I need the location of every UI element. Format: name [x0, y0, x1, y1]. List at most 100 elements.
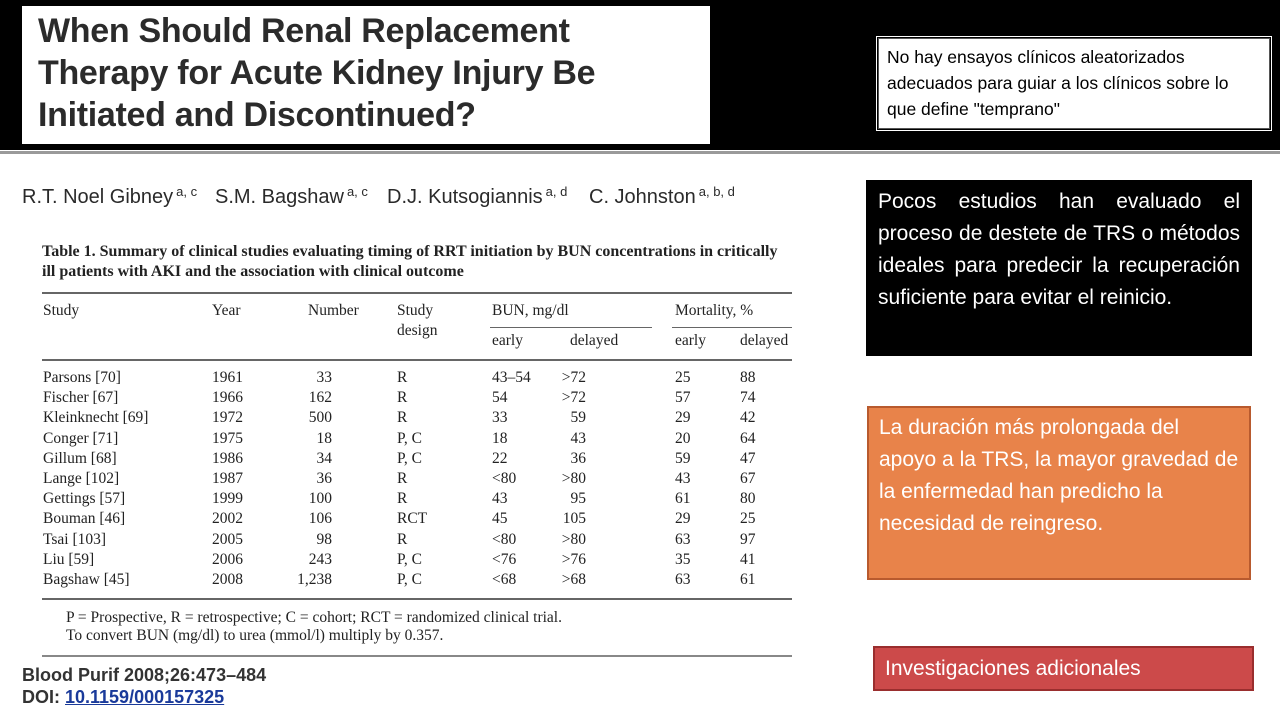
- author: C. Johnston a, b, d: [589, 184, 735, 209]
- col-header: Mortality, %: [675, 302, 754, 319]
- table-cell: Parsons [70]: [43, 369, 121, 386]
- table-cell: Tsai [103]: [43, 530, 107, 548]
- table-cell: 33: [316, 369, 333, 386]
- title-line: Initiated and Discontinued?: [38, 96, 476, 134]
- author-affiliation: a, b, d: [698, 184, 735, 199]
- col-header: Study: [397, 302, 434, 319]
- table-cell: Bagshaw [45]: [43, 571, 130, 588]
- table-cell: Conger [71]: [43, 429, 119, 447]
- col-subheader: delayed: [570, 332, 619, 349]
- table-cell: 42: [740, 409, 756, 427]
- table-cell: >76: [561, 550, 586, 568]
- table-cell: Liu [59]: [43, 550, 95, 568]
- title-line: When Should Renal Replacement: [38, 12, 570, 50]
- table-cell: 1,238: [297, 571, 332, 588]
- table-cell: Gillum [68]: [43, 449, 117, 467]
- table-cell: 25: [740, 510, 756, 528]
- table-cell: 41: [740, 550, 756, 568]
- table-rule: [42, 598, 792, 600]
- table-cell: Fischer [67]: [43, 389, 119, 407]
- table-cell: 1972: [212, 409, 243, 427]
- col-header: Study: [43, 302, 80, 319]
- table-cell: 95: [570, 490, 587, 508]
- table-cell: 20: [675, 429, 691, 447]
- table-cell: 63: [675, 530, 691, 548]
- table-cell: P, C: [397, 571, 422, 588]
- doi-link[interactable]: 10.1159/000157325: [65, 687, 225, 707]
- citation-journal: Blood Purif 2008;26:473–484: [22, 665, 267, 685]
- author-name: R.T. Noel Gibney: [22, 186, 174, 208]
- table-cell: >80: [561, 530, 586, 548]
- table-cell: R: [397, 409, 408, 427]
- doi-label: DOI:: [22, 687, 65, 707]
- table-rule: [672, 327, 792, 328]
- table-cell: 67: [740, 470, 756, 487]
- table-cell: 63: [675, 571, 691, 588]
- col-subheader: early: [492, 332, 523, 349]
- text-box: La duración más prolongada del apoyo a l…: [867, 406, 1251, 580]
- table-caption: ill patients with AKI and the associatio…: [42, 263, 464, 280]
- table-cell: 64: [740, 429, 756, 447]
- col-header: design: [397, 322, 438, 339]
- col-header: BUN, mg/dl: [492, 302, 569, 319]
- table-cell: Bouman [46]: [43, 510, 126, 528]
- table-cell: 29: [675, 409, 691, 427]
- table-cell: 18: [316, 429, 333, 447]
- text-box: Investigaciones adicionales: [873, 646, 1254, 691]
- author: R.T. Noel Gibney a, c: [22, 184, 197, 209]
- table-cell: R: [397, 530, 408, 548]
- table-cell: P, C: [397, 550, 422, 568]
- table-cell: 2002: [212, 510, 243, 528]
- table-cell: 97: [740, 530, 756, 548]
- table-cell: 2008: [212, 571, 243, 588]
- table-cell: 1966: [212, 389, 243, 407]
- author-affiliation: a, c: [346, 184, 368, 199]
- table-rule: [42, 292, 792, 294]
- table-cell: R: [397, 369, 408, 386]
- title-line: Therapy for Acute Kidney Injury Be: [38, 54, 596, 92]
- table-cell: Lange [102]: [43, 470, 120, 487]
- table-cell: 29: [675, 510, 691, 528]
- table-cell: 36: [316, 470, 333, 487]
- author: S.M. Bagshaw a, c: [215, 184, 368, 209]
- table-cell: 22: [492, 449, 508, 467]
- citation-doi: DOI: 10.1159/000157325: [22, 687, 224, 708]
- table-cell: R: [397, 470, 408, 487]
- table-cell: R: [397, 490, 408, 508]
- table-cell: <80: [492, 530, 517, 548]
- col-header: Year: [212, 302, 241, 319]
- table-cell: Gettings [57]: [43, 490, 126, 508]
- table-cell: 1975: [212, 429, 243, 447]
- table-cell: 35: [675, 550, 691, 568]
- table-cell: 54: [492, 389, 508, 407]
- text-box: Pocos estudios han evaluado el proceso d…: [866, 180, 1252, 356]
- table-cell: 100: [308, 490, 332, 508]
- table-cell: 74: [740, 389, 756, 407]
- author-name: D.J. Kutsogiannis: [387, 186, 543, 208]
- table-cell: P, C: [397, 429, 422, 447]
- table-cell: <80: [492, 470, 517, 487]
- table-cell: 61: [675, 490, 691, 508]
- table-cell: 105: [562, 510, 586, 528]
- table-cell: 2006: [212, 550, 243, 568]
- col-subheader: early: [675, 332, 706, 349]
- table-cell: R: [397, 389, 408, 407]
- table-cell: 80: [740, 490, 756, 508]
- author-name: S.M. Bagshaw: [215, 186, 344, 208]
- author-name: C. Johnston: [589, 186, 696, 208]
- table-cell: 57: [675, 389, 691, 407]
- table-cell: 88: [740, 369, 756, 386]
- table-cell: 18: [492, 429, 508, 447]
- table-caption: Table 1. Summary of clinical studies eva…: [42, 243, 778, 260]
- header-rule: [0, 151, 1280, 154]
- table-cell: >72: [561, 389, 586, 407]
- col-subheader: delayed: [740, 332, 789, 349]
- col-header: Number: [308, 302, 359, 319]
- table-cell: 61: [740, 571, 756, 588]
- table-cell: 59: [675, 449, 691, 467]
- table-cell: 25: [675, 369, 691, 386]
- table-cell: 1987: [212, 470, 243, 487]
- table-rule: [42, 655, 792, 657]
- table-cell: Kleinknecht [69]: [43, 409, 149, 427]
- table-cell: 1999: [212, 490, 243, 508]
